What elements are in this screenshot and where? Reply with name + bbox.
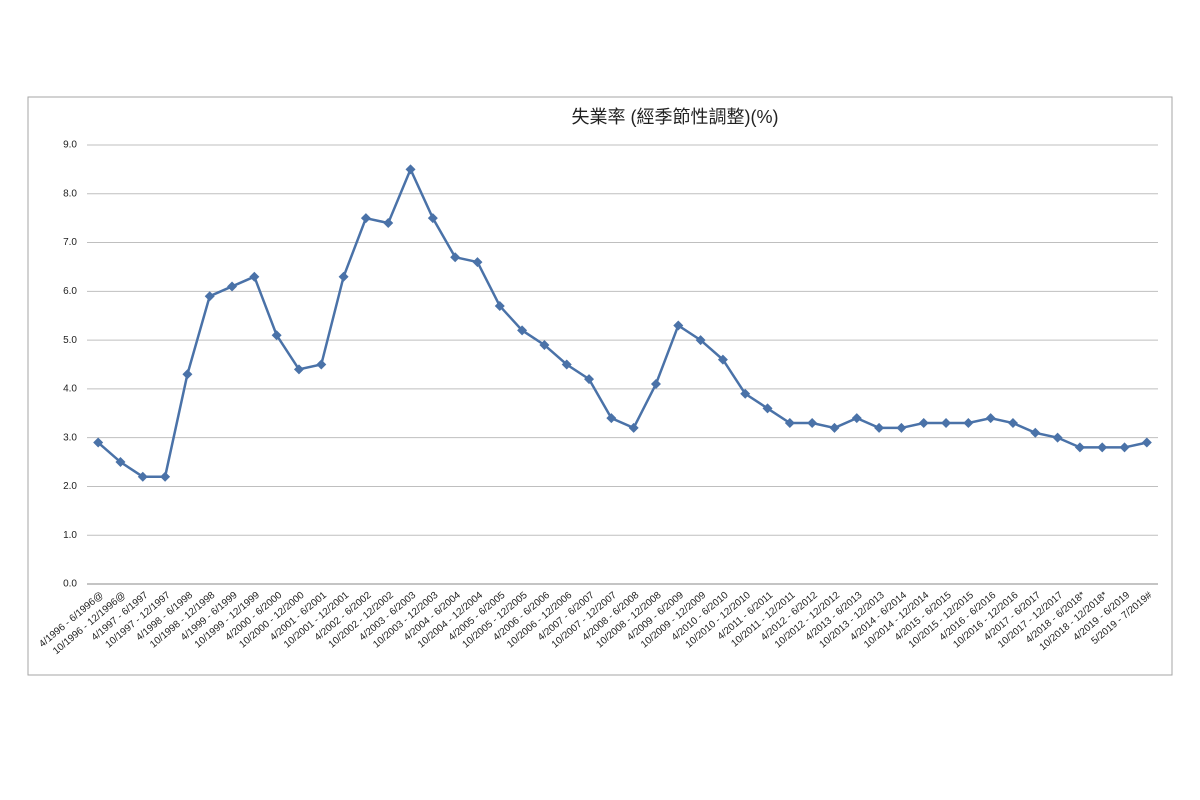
- y-tick-label: 6.0: [63, 286, 77, 297]
- marker: [941, 418, 952, 429]
- marker: [137, 471, 148, 482]
- marker: [1141, 437, 1152, 448]
- marker: [606, 413, 617, 424]
- marker: [784, 418, 795, 429]
- marker: [1007, 418, 1018, 429]
- marker: [829, 422, 840, 433]
- marker: [1097, 442, 1108, 453]
- y-tick-label: 5.0: [63, 335, 77, 346]
- marker: [1030, 427, 1041, 438]
- marker: [1074, 442, 1085, 453]
- marker: [762, 403, 773, 414]
- y-tick-label: 8.0: [63, 188, 77, 199]
- marker: [360, 213, 371, 224]
- marker: [293, 364, 304, 375]
- marker: [427, 213, 438, 224]
- marker: [450, 252, 461, 263]
- marker: [851, 413, 862, 424]
- marker: [695, 335, 706, 346]
- marker: [271, 330, 282, 341]
- chart-border: [27, 96, 1173, 676]
- marker: [204, 291, 215, 302]
- y-tick-label: 1.0: [63, 530, 77, 541]
- marker: [874, 422, 885, 433]
- y-tick-label: 9.0: [63, 140, 77, 151]
- marker: [539, 339, 550, 350]
- marker: [115, 457, 126, 468]
- y-tick-label: 7.0: [63, 237, 77, 248]
- marker: [628, 422, 639, 433]
- marker: [740, 388, 751, 399]
- marker: [1052, 432, 1063, 443]
- marker: [963, 418, 974, 429]
- y-tick-label: 2.0: [63, 481, 77, 492]
- marker: [227, 281, 238, 292]
- marker: [494, 300, 505, 311]
- marker: [918, 418, 929, 429]
- marker: [561, 359, 572, 370]
- marker: [338, 271, 349, 282]
- marker: [93, 437, 104, 448]
- marker: [985, 413, 996, 424]
- marker: [896, 422, 907, 433]
- marker: [673, 320, 684, 331]
- marker: [383, 218, 394, 229]
- marker: [807, 418, 818, 429]
- marker: [584, 374, 595, 385]
- marker: [1119, 442, 1130, 453]
- marker: [249, 271, 260, 282]
- marker: [650, 379, 661, 390]
- marker: [472, 257, 483, 268]
- y-tick-label: 3.0: [63, 432, 77, 443]
- marker: [160, 471, 171, 482]
- marker: [405, 164, 416, 175]
- y-tick-label: 0.0: [63, 579, 77, 590]
- marker: [182, 369, 193, 380]
- y-tick-label: 4.0: [63, 384, 77, 395]
- chart-title: 失業率 (經季節性調整)(%): [572, 107, 779, 127]
- marker: [717, 354, 728, 365]
- marker: [316, 359, 327, 370]
- marker: [517, 325, 528, 336]
